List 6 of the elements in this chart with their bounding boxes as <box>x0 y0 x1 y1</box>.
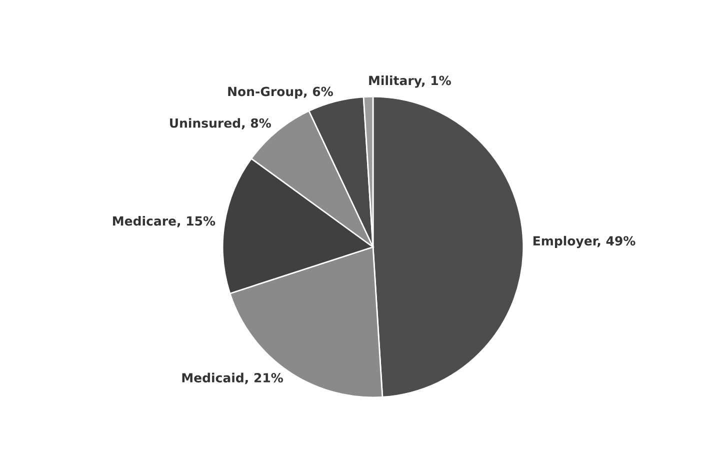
slice-label: Medicare, 15% <box>113 216 216 228</box>
slice-label: Medicaid, 21% <box>182 372 283 384</box>
slice-label: Military, 1% <box>369 76 451 88</box>
slice-label: Uninsured, 8% <box>170 118 271 130</box>
slice-label: Non-Group, 6% <box>228 86 333 99</box>
slice-label: Employer, 49% <box>533 236 636 248</box>
